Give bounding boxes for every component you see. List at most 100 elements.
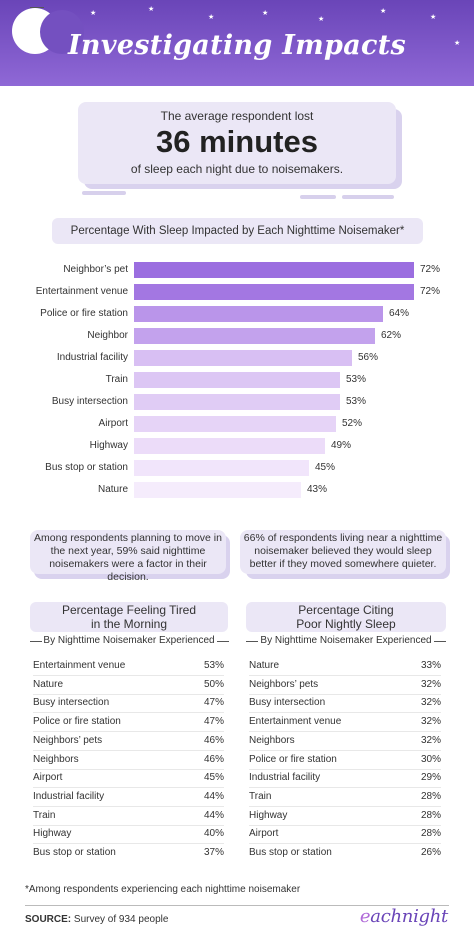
table-row-value: 32% (420, 679, 441, 690)
star-icon: ★ (430, 13, 437, 21)
table-row-value: 33% (420, 660, 441, 671)
bar-row: Industrial facility 56% (0, 350, 474, 366)
decorative-dash (300, 195, 336, 199)
subtitle-rule-left (246, 641, 258, 642)
table-row-separator (249, 675, 441, 676)
table-row-name: Train (249, 791, 272, 802)
table-row: Highway 28% (249, 807, 441, 825)
logo-rest: achnight (370, 906, 448, 927)
star-icon: ★ (262, 9, 269, 17)
table-row-name: Entertainment venue (249, 716, 342, 727)
table-row-name: Industrial facility (33, 791, 105, 802)
eachnight-logo[interactable]: eachnight (360, 906, 448, 927)
logo-e: e (359, 906, 371, 927)
table-row-name: Bus stop or station (249, 847, 332, 858)
bar (134, 306, 383, 322)
table-row: Neighbors 32% (249, 732, 441, 750)
table-row-name: Police or fire station (249, 754, 337, 765)
table-row: Train 28% (249, 788, 441, 806)
table-row-separator (249, 769, 441, 770)
table-row-name: Neighbors’ pets (249, 679, 319, 690)
bar (134, 482, 301, 498)
table-row-name: Train (33, 810, 56, 821)
bar-category-label: Nature (97, 484, 128, 495)
stat-box: The average respondent lost 36 minutes o… (78, 102, 396, 184)
bar-row: Highway 49% (0, 438, 474, 454)
star-icon: ★ (208, 13, 215, 21)
bar-category-label: Neighbor’s pet (63, 264, 128, 275)
table-tired-subtitle-text: By Nighttime Noisemaker Experienced (43, 635, 215, 646)
table-tired-title-line2: in the Morning (90, 617, 168, 631)
table-row-separator (33, 750, 224, 751)
table-poor-title-line2: Poor Nightly Sleep (296, 617, 396, 631)
table-row: Bus stop or station 26% (249, 844, 441, 862)
bar-row: Busy intersection 53% (0, 394, 474, 410)
table-row-value: 53% (203, 660, 224, 671)
bar-value-label: 53% (346, 396, 367, 407)
bar-category-label: Train (105, 374, 128, 385)
table-row: Nature 33% (249, 657, 441, 675)
source: SOURCE: Survey of 934 people (25, 914, 168, 925)
bar-row: Neighbor 62% (0, 328, 474, 344)
table-row-separator (33, 675, 224, 676)
table-row: Police or fire station 47% (33, 713, 224, 731)
table-row-separator (33, 825, 224, 826)
subtitle-rule (30, 7, 44, 8)
table-row-name: Entertainment venue (33, 660, 126, 671)
table-row: Highway 40% (33, 825, 224, 843)
page-title: Investigating Impacts (67, 30, 407, 61)
bar (134, 284, 414, 300)
table-row-value: 50% (203, 679, 224, 690)
table-row: Entertainment venue 32% (249, 713, 441, 731)
table-row: Airport 28% (249, 825, 441, 843)
bar-value-label: 72% (420, 286, 441, 297)
table-row-value: 46% (203, 754, 224, 765)
table-row: Industrial facility 44% (33, 788, 224, 806)
bar-value-label: 49% (331, 440, 352, 451)
bar (134, 328, 375, 344)
table-row-name: Nature (33, 679, 64, 690)
table-row-separator (249, 712, 441, 713)
bar (134, 416, 336, 432)
table-row-separator (33, 806, 224, 807)
bar-category-label: Entertainment venue (35, 286, 128, 297)
table-row-separator (33, 694, 224, 695)
table-tired-title: Percentage Feeling Tired in the Morning (30, 602, 228, 632)
bar-row: Airport 52% (0, 416, 474, 432)
table-tired-subtitle: By Nighttime Noisemaker Experienced (30, 634, 228, 648)
table-row-value: 28% (420, 810, 441, 821)
table-row-name: Airport (33, 772, 63, 783)
bar-category-label: Neighbor (87, 330, 128, 341)
bar-category-label: Industrial facility (56, 352, 128, 363)
table-row-separator (33, 843, 224, 844)
table-row: Industrial facility 29% (249, 769, 441, 787)
table-row-value: 44% (203, 810, 224, 821)
bar-row: Train 53% (0, 372, 474, 388)
callout-move: Among respondents planning to move in th… (30, 530, 226, 583)
table-row-value: 45% (203, 772, 224, 783)
bar-category-label: Bus stop or station (45, 462, 128, 473)
stat-line1: The average respondent lost (160, 109, 314, 123)
subtitle-rule-left (30, 641, 42, 642)
table-row: Entertainment venue 53% (33, 657, 224, 675)
star-icon: ★ (318, 15, 325, 23)
table-row-value: 32% (420, 697, 441, 708)
stat-big-number: 36 minutes (156, 124, 318, 159)
table-row-separator (33, 712, 224, 713)
table-row: Airport 45% (33, 769, 224, 787)
table-row-name: Industrial facility (249, 772, 321, 783)
table-row-separator (249, 843, 441, 844)
table-row-name: Highway (33, 828, 72, 839)
table-row-separator (249, 731, 441, 732)
bar-value-label: 43% (307, 484, 328, 495)
subtitle-rule-right (434, 641, 446, 642)
table-row-value: 37% (203, 847, 224, 858)
bar (134, 460, 309, 476)
table-row-value: 29% (420, 772, 441, 783)
moon-icon (12, 8, 84, 54)
table-row: Police or fire station 30% (249, 751, 441, 769)
bar (134, 394, 340, 410)
bar-value-label: 45% (315, 462, 336, 473)
bar-row: Entertainment venue 72% (0, 284, 474, 300)
bar (134, 372, 340, 388)
